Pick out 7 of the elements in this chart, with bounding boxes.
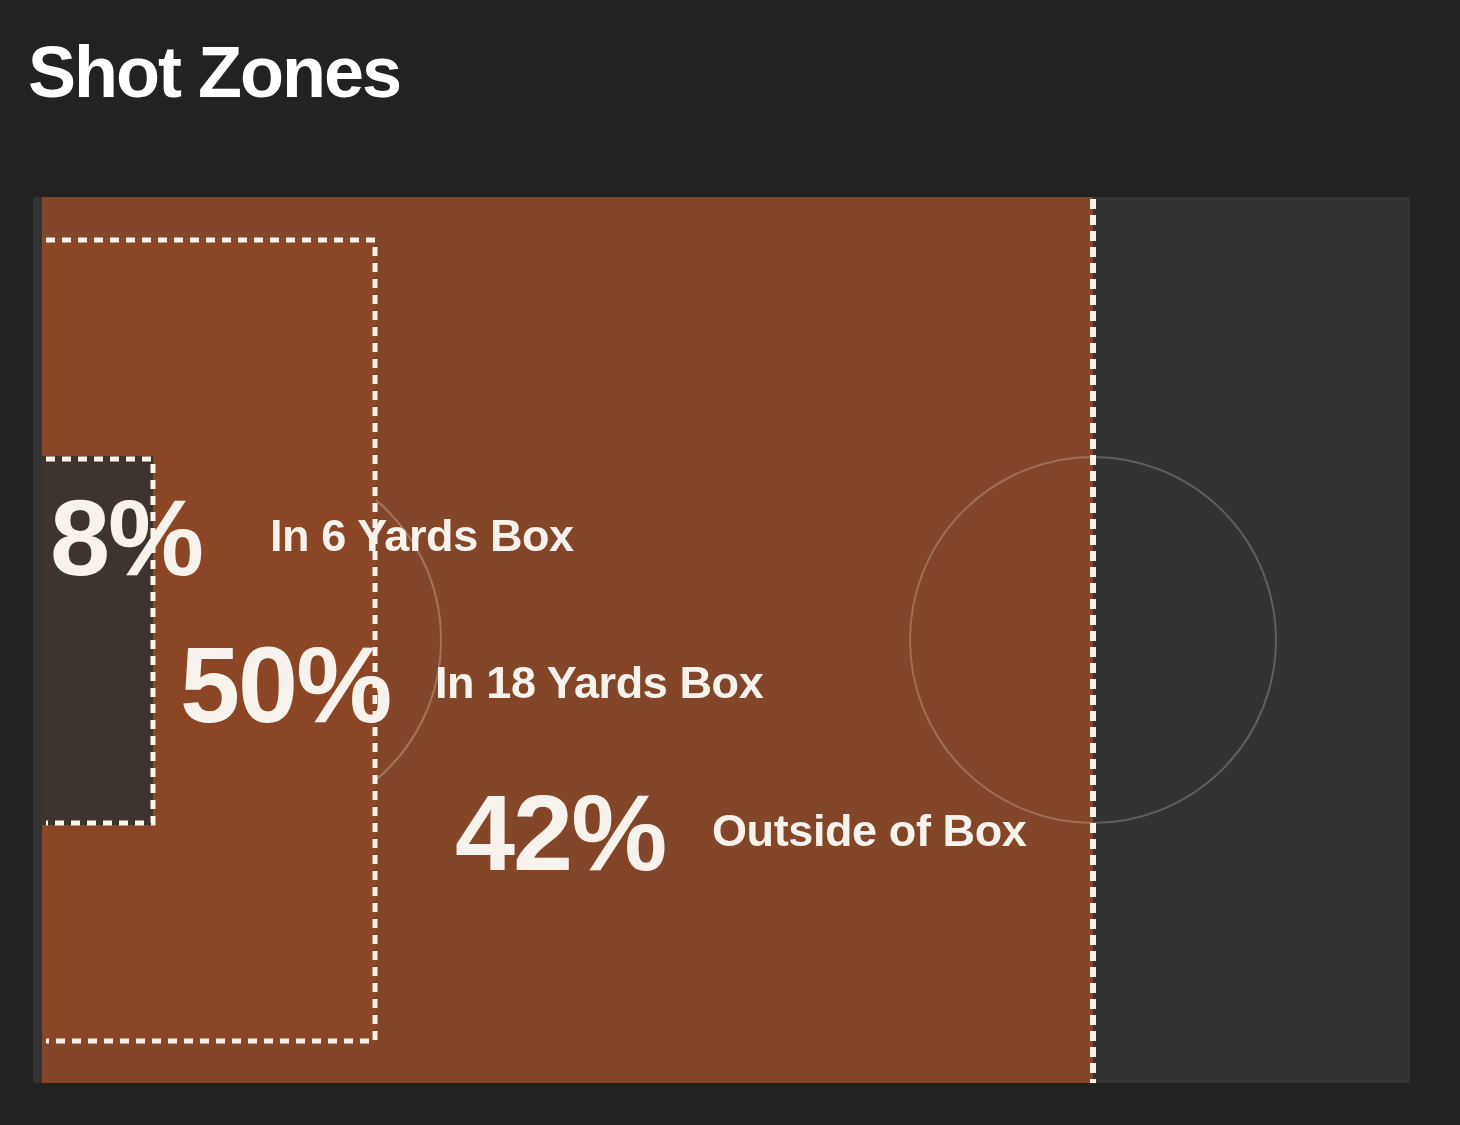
data-label: 8% <box>50 477 203 598</box>
category-label: Outside of Box <box>712 805 1027 856</box>
data-label: 42% <box>455 772 666 893</box>
category-label: In 6 Yards Box <box>270 510 575 561</box>
data-label: 50% <box>180 624 391 745</box>
category-label: In 18 Yards Box <box>435 657 764 708</box>
text: Shot Zones <box>28 32 400 112</box>
